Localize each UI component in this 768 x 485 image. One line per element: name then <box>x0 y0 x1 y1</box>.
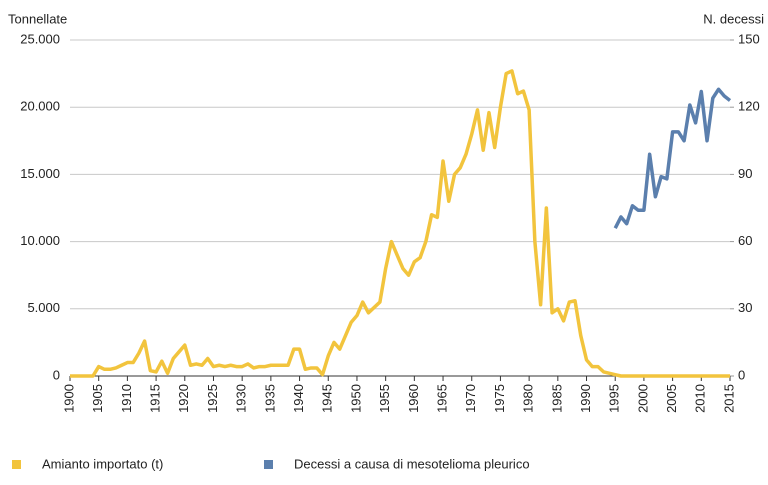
x-tick-label: 1935 <box>262 384 277 413</box>
x-tick-label: 1950 <box>348 384 363 413</box>
y-tick-label: 25.000 <box>20 31 60 46</box>
x-tick-label: 1995 <box>607 384 622 413</box>
x-tick-label: 1945 <box>320 384 335 413</box>
y2-tick-label: 90 <box>738 166 752 181</box>
y-axis-label: Tonnellate <box>8 11 67 26</box>
x-tick-label: 1980 <box>521 384 536 413</box>
legend-label: Amianto importato (t) <box>42 456 163 471</box>
y-tick-label: 15.000 <box>20 166 60 181</box>
x-tick-label: 2005 <box>664 384 679 413</box>
x-tick-label: 1910 <box>119 384 134 413</box>
y2-tick-label: 30 <box>738 300 752 315</box>
y-tick-label: 20.000 <box>20 99 60 114</box>
x-tick-label: 1920 <box>176 384 191 413</box>
y2-tick-label: 0 <box>738 367 745 382</box>
x-tick-label: 2000 <box>635 384 650 413</box>
x-tick-label: 1900 <box>61 384 76 413</box>
y2-tick-label: 60 <box>738 233 752 248</box>
x-tick-label: 1970 <box>463 384 478 413</box>
y-tick-label: 5.000 <box>27 300 60 315</box>
y2-tick-label: 150 <box>738 31 760 46</box>
legend-label: Decessi a causa di mesotelioma pleurico <box>294 456 530 471</box>
legend: Amianto importato (t) Decessi a causa di… <box>12 456 530 471</box>
legend-swatch <box>12 460 21 469</box>
x-tick-label: 1990 <box>578 384 593 413</box>
x-tick-label: 1965 <box>434 384 449 413</box>
x-tick-label: 2015 <box>721 384 736 413</box>
x-tick-label: 1930 <box>234 384 249 413</box>
x-tick-label: 1960 <box>406 384 421 413</box>
y2-tick-label: 120 <box>738 99 760 114</box>
x-tick-label: 1915 <box>148 384 163 413</box>
y-tick-label: 0 <box>53 367 60 382</box>
x-tick-label: 1955 <box>377 384 392 413</box>
legend-swatch <box>264 460 273 469</box>
x-tick-label: 1975 <box>492 384 507 413</box>
y-tick-label: 10.000 <box>20 233 60 248</box>
line-series <box>613 87 732 229</box>
y2-axis-label: N. decessi <box>703 11 764 26</box>
x-tick-label: 2010 <box>693 384 708 413</box>
x-tick-label: 1925 <box>205 384 220 413</box>
x-tick-label: 1905 <box>90 384 105 413</box>
line-series <box>70 69 730 378</box>
x-tick-label: 1940 <box>291 384 306 413</box>
x-tick-label: 1985 <box>549 384 564 413</box>
